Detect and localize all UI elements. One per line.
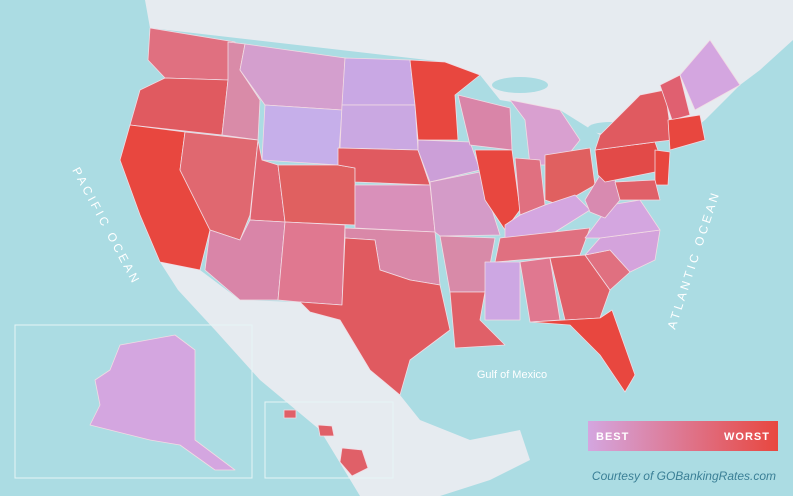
- state: [339, 104, 419, 151]
- legend-bar: [588, 421, 778, 451]
- state: [667, 114, 706, 151]
- state: [679, 39, 741, 111]
- state: [654, 149, 671, 186]
- state: [277, 221, 346, 306]
- legend-low: BEST: [596, 431, 629, 443]
- hawaii-inset: [264, 401, 394, 479]
- state: [449, 291, 506, 349]
- hawaii: [339, 447, 369, 477]
- alaska-inset: [14, 324, 253, 479]
- state: [549, 254, 611, 321]
- state: [129, 77, 229, 136]
- state: [484, 261, 521, 321]
- state: [417, 139, 481, 183]
- lake: [492, 77, 548, 93]
- hawaii-island: [283, 409, 297, 419]
- mexico: [160, 262, 530, 496]
- legend-high: WORST: [724, 431, 770, 443]
- state: [341, 57, 416, 106]
- state: [494, 227, 591, 263]
- alaska: [89, 334, 236, 471]
- state: [409, 59, 481, 141]
- states: [119, 27, 741, 396]
- state: [614, 179, 661, 201]
- state: [354, 184, 436, 233]
- credit: Courtesy of GOBankingRates.com: [592, 469, 776, 483]
- state: [299, 237, 451, 396]
- state: [659, 74, 691, 121]
- state: [277, 164, 356, 226]
- state: [261, 104, 343, 166]
- state: [529, 309, 636, 393]
- gulf-label: Gulf of Mexico: [477, 369, 547, 381]
- hawaii-island: [317, 424, 335, 437]
- state: [544, 147, 596, 206]
